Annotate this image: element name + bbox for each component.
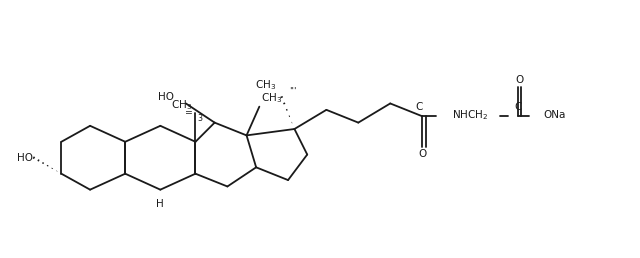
Text: HO: HO (158, 92, 174, 102)
Text: 3: 3 (197, 114, 202, 123)
Text: CH$_3$: CH$_3$ (255, 78, 276, 92)
Text: NHCH$_2$: NHCH$_2$ (452, 108, 488, 122)
Text: CH$_3$: CH$_3$ (260, 92, 282, 105)
Text: C: C (515, 102, 522, 112)
Text: HO: HO (17, 153, 33, 163)
Text: ''': ''' (289, 87, 297, 96)
Text: C: C (415, 102, 422, 112)
Text: CH$_3$: CH$_3$ (171, 98, 192, 112)
Text: ONa: ONa (544, 110, 566, 120)
Text: O: O (515, 75, 524, 85)
Text: O: O (418, 149, 426, 159)
Text: =: = (184, 108, 193, 117)
Text: H: H (156, 199, 164, 209)
